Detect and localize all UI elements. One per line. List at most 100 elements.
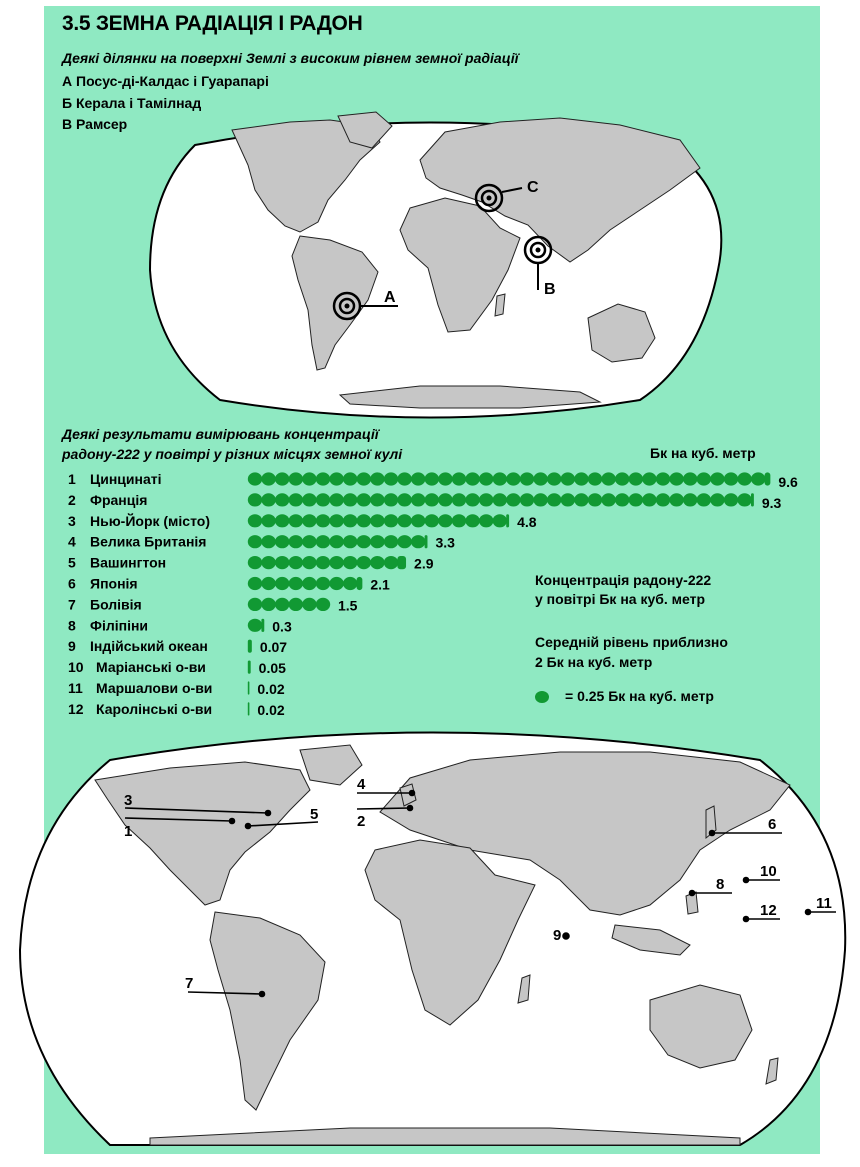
- value-label-2: 9.3: [762, 495, 782, 511]
- row-number-2: 2: [68, 492, 76, 508]
- bar-dot: [560, 493, 575, 507]
- bar-dot: [397, 493, 412, 507]
- bar-dot: [275, 493, 290, 507]
- bar-dot: [329, 472, 344, 486]
- value-label-12: 0.02: [257, 702, 284, 718]
- bar-dot: [438, 514, 453, 528]
- bar-dot: [302, 535, 317, 549]
- row-number-1: 1: [68, 471, 76, 487]
- location-name-3: Нью-Йорк (місто): [90, 512, 210, 529]
- bar-dot: [710, 493, 725, 507]
- bar-dot: [683, 472, 698, 486]
- bar-dot: [669, 493, 684, 507]
- location-label-5: 5: [310, 806, 318, 823]
- bar-partial-dot: [764, 472, 771, 486]
- bar-6: [247, 576, 363, 591]
- location-label-4: 4: [357, 776, 366, 793]
- bar-dot: [247, 514, 263, 528]
- bar-partial-dot: [247, 639, 252, 653]
- bar-dot: [506, 493, 521, 507]
- value-label-6: 2.1: [370, 577, 390, 593]
- location-label-1: 1: [124, 823, 132, 840]
- marker-a-target: [332, 291, 398, 321]
- bar-dot: [411, 514, 426, 528]
- bar-dot: [370, 535, 385, 549]
- bar-dot: [438, 472, 453, 486]
- bar-dot: [261, 597, 276, 612]
- bar-dot: [247, 556, 263, 570]
- bar-dot: [343, 493, 358, 507]
- bar-dot: [411, 472, 426, 486]
- bar-dot: [261, 493, 276, 507]
- bar-dot: [383, 514, 399, 528]
- bar-dot: [329, 535, 344, 549]
- bar-12: [247, 702, 250, 716]
- bar-dot: [492, 493, 507, 507]
- bar-dot: [642, 472, 657, 486]
- row-number-4: 4: [68, 534, 76, 550]
- radiation-map-land: [231, 111, 701, 409]
- location-name-6: Японія: [90, 576, 138, 592]
- bar-dot: [451, 493, 467, 507]
- bar-dot: [315, 514, 331, 528]
- legend-item-c: В Рамсер: [62, 116, 128, 132]
- bar-dot: [383, 472, 399, 486]
- row-number-3: 3: [68, 513, 76, 529]
- bar-dot: [288, 556, 303, 570]
- bar-dot: [247, 576, 263, 591]
- row-number-9: 9: [68, 638, 76, 654]
- location-name-2: Франція: [90, 492, 147, 508]
- bar-dot: [275, 472, 290, 486]
- bar-partial-dot: [424, 535, 428, 549]
- bar-3: [247, 514, 510, 528]
- bar-dot: [288, 576, 303, 591]
- bar-dot: [343, 535, 358, 549]
- bar-dot: [370, 472, 385, 486]
- bar-dot: [288, 597, 303, 612]
- bar-dot: [315, 493, 331, 507]
- location-label-6: 6: [768, 816, 776, 833]
- bar-dot: [465, 493, 480, 507]
- location-name-7: Болівія: [90, 596, 142, 612]
- bar-dot: [506, 472, 521, 486]
- bar-dot: [574, 493, 589, 507]
- bar-7: [247, 597, 331, 612]
- bar-dot: [424, 514, 439, 528]
- bar-dot: [356, 493, 371, 507]
- location-name-1: Цинцинаті: [90, 471, 162, 487]
- bar-partial-dot: [506, 514, 510, 528]
- value-label-9: 0.07: [260, 639, 287, 655]
- bar-dot: [438, 493, 453, 507]
- page-title: 3.5 ЗЕМНА РАДІАЦІЯ І РАДОН: [62, 12, 363, 35]
- bar-dot: [247, 618, 263, 632]
- value-label-11: 0.02: [257, 681, 284, 697]
- row-number-11: 11: [68, 680, 83, 696]
- location-name-10: Маріанські о-ви: [96, 659, 206, 675]
- radon-note2-line2: 2 Бк на куб. метр: [535, 654, 653, 670]
- bar-dot: [302, 493, 317, 507]
- bar-dot: [655, 472, 671, 486]
- bar-dot: [247, 535, 263, 549]
- bar-dot: [275, 597, 290, 612]
- bar-dot: [479, 493, 494, 507]
- value-label-8: 0.3: [272, 618, 292, 634]
- radon-note1-line1: Концентрація радону-222: [535, 572, 712, 588]
- bar-dot: [696, 493, 711, 507]
- bar-dot: [261, 514, 276, 528]
- bar-dot: [411, 493, 426, 507]
- bar-dot: [356, 535, 371, 549]
- bar-dot: [533, 493, 548, 507]
- location-label-10: 10: [760, 863, 777, 880]
- bar-dot: [315, 556, 331, 570]
- bar-dot: [547, 493, 562, 507]
- bar-dot: [343, 576, 358, 591]
- bar-dot: [465, 472, 480, 486]
- bar-dot: [479, 472, 494, 486]
- bar-8: [247, 618, 265, 632]
- bar-2: [247, 493, 754, 507]
- bar-dot: [519, 493, 535, 507]
- bar-dot: [302, 514, 317, 528]
- bar-dot: [302, 556, 317, 570]
